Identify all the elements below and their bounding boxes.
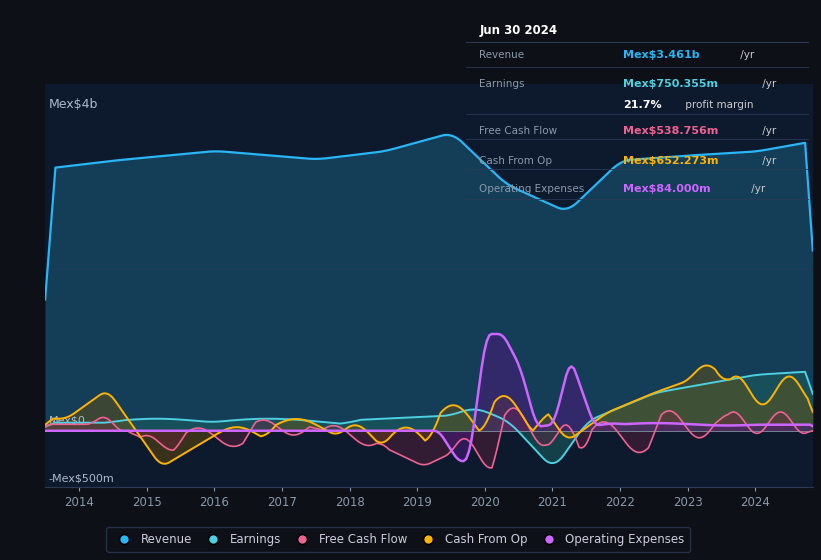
Text: 21.7%: 21.7% <box>623 100 662 110</box>
Text: Mex$0: Mex$0 <box>48 416 85 426</box>
Text: /yr: /yr <box>759 126 776 136</box>
Text: /yr: /yr <box>748 184 765 194</box>
Text: Mex$538.756m: Mex$538.756m <box>623 126 718 136</box>
Text: Operating Expenses: Operating Expenses <box>479 184 585 194</box>
Text: /yr: /yr <box>759 156 776 166</box>
Text: Revenue: Revenue <box>479 50 525 60</box>
Text: /yr: /yr <box>736 50 754 60</box>
Text: Cash From Op: Cash From Op <box>479 156 553 166</box>
Text: profit margin: profit margin <box>681 100 753 110</box>
Text: Mex$4b: Mex$4b <box>48 97 98 111</box>
Text: Earnings: Earnings <box>479 79 525 89</box>
Legend: Revenue, Earnings, Free Cash Flow, Cash From Op, Operating Expenses: Revenue, Earnings, Free Cash Flow, Cash … <box>106 527 690 552</box>
Text: /yr: /yr <box>759 79 776 89</box>
Text: -Mex$500m: -Mex$500m <box>48 474 114 483</box>
Text: Jun 30 2024: Jun 30 2024 <box>479 24 557 37</box>
Text: Free Cash Flow: Free Cash Flow <box>479 126 557 136</box>
Text: Mex$750.355m: Mex$750.355m <box>623 79 718 89</box>
Text: Mex$3.461b: Mex$3.461b <box>623 50 700 60</box>
Text: Mex$84.000m: Mex$84.000m <box>623 184 711 194</box>
Text: Mex$652.273m: Mex$652.273m <box>623 156 719 166</box>
